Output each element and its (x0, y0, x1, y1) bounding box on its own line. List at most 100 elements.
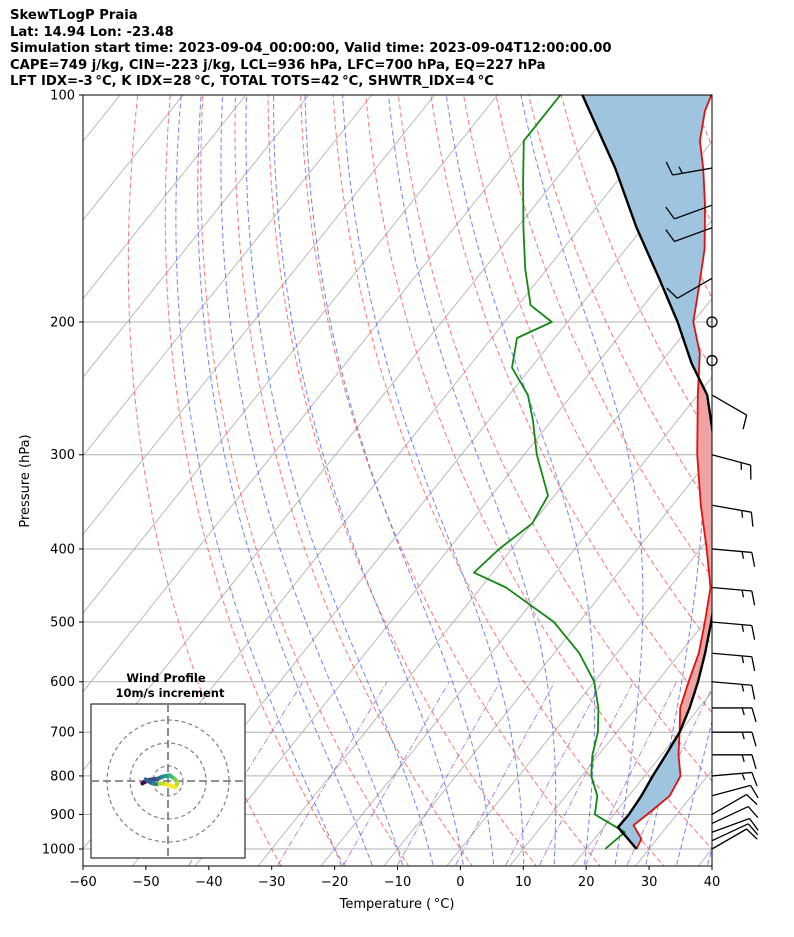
barb-flag (747, 806, 759, 818)
moist-adiabat (197, 95, 374, 866)
chart-title: SkewTLogP Praia (10, 8, 138, 23)
mixing-ratio-line (455, 681, 556, 866)
barb-shaft (711, 805, 749, 825)
hodograph-title: Wind Profile (126, 671, 206, 685)
x-tick-label: 40 (704, 875, 721, 890)
barb-shaft (711, 621, 752, 627)
isotherm-line (194, 219, 712, 866)
moist-adiabat (706, 847, 712, 866)
hodograph-subtitle: 10m/s increment (116, 686, 225, 700)
isotherm-line (83, 95, 499, 614)
wind-barb (665, 227, 713, 243)
moist-adiabat (445, 95, 596, 866)
barb-flag (665, 161, 674, 176)
x-tick-label: −50 (132, 875, 159, 890)
wind-barb (711, 586, 756, 606)
wind-barb (711, 504, 754, 527)
y-tick-label: 1000 (42, 843, 75, 858)
isotherm-line (320, 376, 712, 866)
time-text: Simulation start time: 2023-09-04_00:00:… (10, 41, 612, 56)
y-tick-label: 900 (50, 808, 75, 823)
barb-half (741, 773, 746, 781)
dry-adiabat (164, 95, 346, 866)
cin-area (618, 731, 681, 849)
wind-barb (711, 823, 759, 842)
x-tick-label: −30 (258, 875, 285, 890)
barb-half (741, 510, 744, 518)
barb-half (741, 624, 745, 632)
mixing-ratio-line (343, 681, 450, 866)
barb-shaft (677, 277, 713, 299)
dewpoint-profile (473, 95, 626, 850)
barb-flag (751, 754, 757, 769)
barb-half (741, 655, 745, 664)
barb-shaft (674, 227, 713, 243)
wind-barb (706, 354, 718, 367)
barb-flag (746, 828, 758, 840)
dry-adiabat (300, 95, 601, 866)
dry-adiabat (234, 95, 474, 866)
barb-shaft (711, 652, 752, 658)
barb-flag (751, 685, 756, 700)
dry-adiabat (528, 95, 712, 510)
wind-barb (712, 707, 757, 723)
y-axis-label: Pressure (hPa) (18, 434, 33, 527)
location-text: Lat: 14.94 Lon: -23.48 (10, 24, 174, 40)
wind-barb (711, 621, 756, 640)
dry-adiabat (430, 95, 712, 714)
calm-circle (706, 354, 718, 367)
wind-barb (711, 771, 758, 787)
x-tick-label: 20 (578, 875, 595, 890)
x-tick-label: −40 (195, 875, 222, 890)
isotherm-line (83, 95, 561, 693)
barb-half (678, 166, 683, 174)
wind-barb (711, 784, 759, 799)
moist-adiabat (342, 95, 525, 866)
wind-barb (711, 793, 758, 816)
moist-adiabat (220, 95, 404, 866)
wind-barb (665, 204, 713, 220)
barb-flag (750, 785, 759, 799)
dry-adiabat (267, 95, 537, 866)
wind-barb (666, 277, 713, 299)
axes: Temperature ( °C) Pressure (hPa) −60 −50 −… (18, 89, 720, 913)
barb-flag (750, 512, 754, 527)
isotherm-line (83, 95, 436, 536)
hodograph-inset: Wind Profile 10m/s increment (90, 671, 246, 859)
moist-adiabat (520, 95, 644, 866)
x-axis-label: Temperature ( °C) (339, 897, 455, 912)
barb-flag (751, 707, 757, 723)
wind-barbs (665, 161, 759, 850)
y-tick-label: 200 (50, 315, 75, 330)
wind-barb (712, 754, 757, 769)
isotherm-line (446, 533, 712, 866)
x-tick-label: −10 (384, 875, 411, 890)
y-tick-label: 700 (50, 726, 75, 741)
isotherm-line (383, 455, 712, 866)
isotherm-line (509, 612, 712, 866)
moist-adiabat (273, 95, 465, 866)
mixing-ratio-line (539, 681, 634, 866)
chart-header: SkewTLogP Praia Lat: 14.94 Lon: -23.48 S… (10, 8, 612, 91)
barb-flag (751, 656, 756, 672)
y-tick-label: 100 (50, 89, 75, 104)
barb-flag (666, 287, 678, 299)
barb-half (741, 684, 745, 692)
barb-shaft (711, 504, 752, 513)
indices-text: LFT IDX=-3 °C, K IDX=28 °C, TOTAL TOTS=4… (10, 74, 494, 89)
barb-half (741, 707, 745, 716)
mixing-ratio-line (585, 681, 677, 866)
calm-circle (706, 316, 718, 328)
barb-flag (751, 772, 758, 787)
barb-shaft (711, 784, 751, 797)
wind-barb (711, 817, 759, 833)
isotherm-line (83, 95, 184, 221)
barb-shaft (711, 823, 749, 842)
y-tick-label: 500 (50, 616, 75, 631)
dry-adiabat (774, 61, 794, 881)
barb-flag (751, 552, 756, 567)
x-tick-label: −20 (321, 875, 348, 890)
wind-barb (665, 161, 713, 176)
wind-barb (711, 681, 756, 700)
